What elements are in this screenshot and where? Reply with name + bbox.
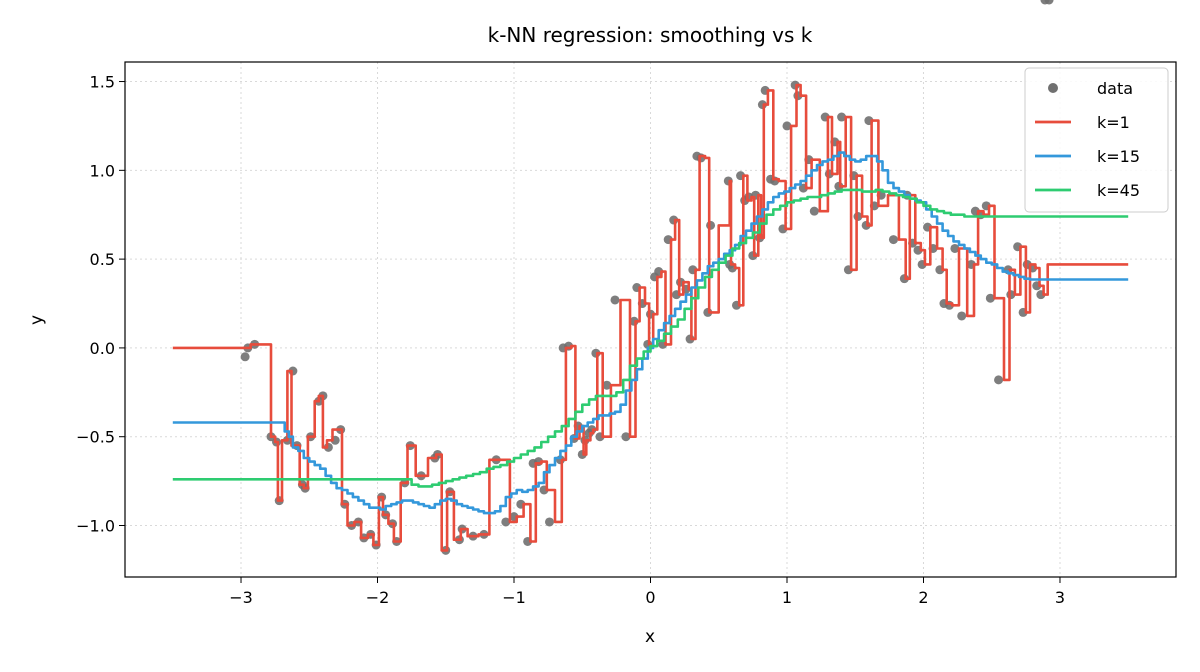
x-tick-label: 3 <box>1055 588 1065 607</box>
axes: −3 −2 −1 0 1 2 3 −1.0 −0.5 0.0 0.5 1.0 1.5 <box>76 73 1065 607</box>
x-axis-label: x <box>645 627 655 647</box>
legend-marker-data <box>1048 83 1058 93</box>
data-point <box>888 235 898 245</box>
y-tick-label: 1.0 <box>90 161 115 180</box>
legend-label: data <box>1097 79 1133 98</box>
series-line-k1 <box>172 83 1129 552</box>
x-tick-label: −1 <box>502 588 526 607</box>
data-point <box>706 220 716 230</box>
y-tick-label: 1.5 <box>90 73 115 92</box>
legend: data k=1 k=15 k=45 <box>1024 67 1169 213</box>
data-point <box>1044 0 1054 5</box>
data-point <box>809 206 819 216</box>
x-tick-label: −3 <box>229 588 253 607</box>
y-axis-label: y <box>27 315 47 325</box>
legend-label: k=1 <box>1097 113 1130 132</box>
data-point <box>957 311 967 321</box>
series-line-k45 <box>172 188 1129 488</box>
legend-label: k=15 <box>1097 147 1140 166</box>
data-point <box>985 293 995 303</box>
y-tick-label: 0.5 <box>90 250 115 269</box>
x-tick-label: −2 <box>366 588 390 607</box>
data-point <box>837 112 847 122</box>
chart-title: k-NN regression: smoothing vs k <box>488 23 813 47</box>
data-point <box>602 380 612 390</box>
x-tick-label: 2 <box>918 588 928 607</box>
y-tick-label: −0.5 <box>76 428 115 447</box>
legend-box <box>1024 67 1169 213</box>
data-point <box>782 121 792 131</box>
data-point <box>621 432 631 442</box>
data-point <box>240 352 250 362</box>
data-point <box>610 295 620 305</box>
plot-area <box>172 0 1129 555</box>
data-point <box>501 517 511 527</box>
y-tick-label: −1.0 <box>76 517 115 536</box>
data-point <box>544 517 554 527</box>
legend-label: k=45 <box>1097 181 1140 200</box>
x-tick-label: 1 <box>782 588 792 607</box>
x-tick-label: 0 <box>645 588 655 607</box>
data-point <box>994 375 1004 385</box>
y-tick-label: 0.0 <box>90 339 115 358</box>
data-point <box>950 243 960 253</box>
